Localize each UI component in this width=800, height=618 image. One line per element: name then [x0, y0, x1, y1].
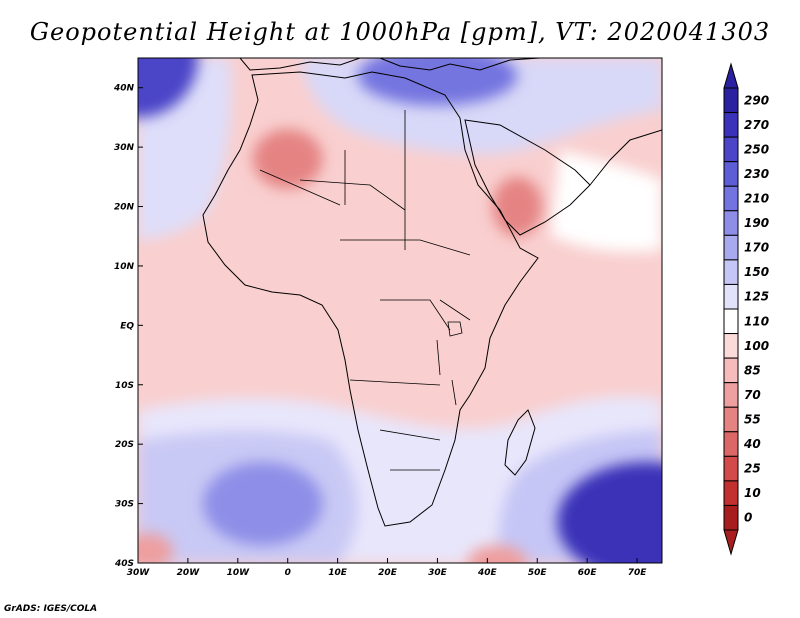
- colorbar-label: 170: [744, 241, 769, 255]
- high-pressure-mediterranean: [357, 58, 518, 106]
- high-pressure-south-indian: [557, 462, 662, 563]
- y-tick-label: 20N: [114, 203, 135, 213]
- colorbar-top-arrow: [723, 62, 739, 89]
- colorbar-label: 100: [744, 339, 769, 353]
- colorbar-segment: [723, 406, 739, 433]
- x-tick-label: 30W: [127, 568, 151, 578]
- y-tick-label: 40S: [114, 559, 134, 569]
- lake-malawi: [451, 379, 457, 406]
- arabia-coastline: [464, 119, 591, 236]
- lakes: [436, 321, 463, 406]
- high-pressure-nw-atlantic: [138, 58, 198, 118]
- latitude-axis: 40N 30N 20N 10N EQ 10S 20S 30S 40S: [113, 84, 143, 569]
- low-pressure-sw-corner: [138, 533, 173, 563]
- africa-coastline: [202, 71, 539, 527]
- colorbar-segment: [723, 480, 739, 506]
- asia-coastline: [589, 129, 662, 186]
- europe-coastline: [239, 58, 541, 71]
- country-borders: [259, 110, 471, 471]
- x-tick-label: 70E: [628, 568, 648, 578]
- map-frame: [137, 57, 663, 564]
- y-tick-label: EQ: [120, 321, 134, 331]
- map-title: Geopotential Height at 1000hPa [gpm], VT…: [29, 18, 771, 46]
- map-plot-area: [138, 58, 662, 563]
- colorbar-segment: [723, 504, 739, 531]
- colorbar-segment: [723, 382, 739, 408]
- colorbar-label: 40: [743, 437, 761, 451]
- lake-tanganyika: [436, 339, 441, 376]
- colorbar-label: 270: [744, 118, 769, 132]
- colorbar: 2902702502302101901701501251101008570554…: [723, 62, 769, 556]
- colorbar-label: 85: [744, 363, 761, 377]
- colorbar-segment: [723, 259, 739, 285]
- low-pressure-arabia: [492, 176, 543, 237]
- colorbar-label: 230: [744, 167, 769, 181]
- colorbar-label: 150: [744, 265, 769, 279]
- x-tick-label: 40E: [477, 568, 498, 578]
- x-tick-label: 60E: [578, 568, 598, 578]
- low-pressure-south-coast: [467, 545, 528, 563]
- coastlines: [202, 58, 662, 527]
- colorbar-label: 190: [744, 216, 769, 230]
- y-tick-label: 10N: [114, 262, 135, 272]
- x-tick-label: 20E: [378, 568, 398, 578]
- lake-victoria: [447, 321, 463, 337]
- east-white-field: [550, 150, 662, 252]
- colorbar-label: 70: [744, 388, 761, 402]
- colorbar-label: 125: [744, 290, 769, 304]
- x-tick-label: 20W: [177, 568, 201, 578]
- x-tick-label: 0: [285, 568, 291, 578]
- colorbar-segment: [723, 333, 739, 359]
- colorbar-label: 25: [744, 462, 761, 476]
- x-tick-label: 30E: [428, 568, 448, 578]
- colorbar-segment: [723, 161, 739, 187]
- y-tick-label: 10S: [115, 381, 134, 391]
- y-tick-label: 30N: [114, 143, 135, 153]
- high-pressure-south-atlantic: [202, 462, 323, 546]
- colorbar-label: 55: [744, 413, 761, 427]
- x-tick-label: 10W: [227, 568, 251, 578]
- colorbar-label: 10: [744, 486, 761, 500]
- y-tick-label: 20S: [115, 440, 134, 450]
- colorbar-segment: [723, 112, 739, 138]
- x-tick-label: 50E: [528, 568, 548, 578]
- grads-credit: GrADS: IGES/COLA: [4, 604, 98, 614]
- colorbar-segment: [723, 87, 739, 114]
- colorbar-segment: [723, 357, 739, 384]
- colorbar-segment: [723, 455, 739, 482]
- longitude-axis: 30W 20W 10W 0 10E 20E 30E 40E 50E 60E 70E: [127, 558, 647, 578]
- madagascar-coastline: [504, 409, 536, 476]
- low-pressure-sahara: [252, 129, 323, 189]
- colorbar-label: 110: [744, 314, 769, 328]
- colorbar-segment: [723, 136, 739, 163]
- colorbar-segment: [723, 210, 739, 236]
- x-tick-label: 10E: [328, 568, 348, 578]
- colorbar-bottom-arrow: [723, 529, 739, 556]
- colorbar-label: 0: [744, 511, 752, 525]
- colorbar-segment: [723, 308, 739, 335]
- colorbar-label: 250: [744, 142, 769, 156]
- colorbar-segment: [723, 234, 739, 261]
- colorbar-segment: [723, 185, 739, 212]
- colorbar-segment: [723, 431, 739, 457]
- y-tick-label: 30S: [115, 500, 134, 510]
- y-tick-label: 40N: [113, 84, 135, 94]
- colorbar-label: 210: [744, 192, 769, 206]
- colorbar-label: 290: [744, 93, 769, 107]
- colorbar-segment: [723, 283, 739, 310]
